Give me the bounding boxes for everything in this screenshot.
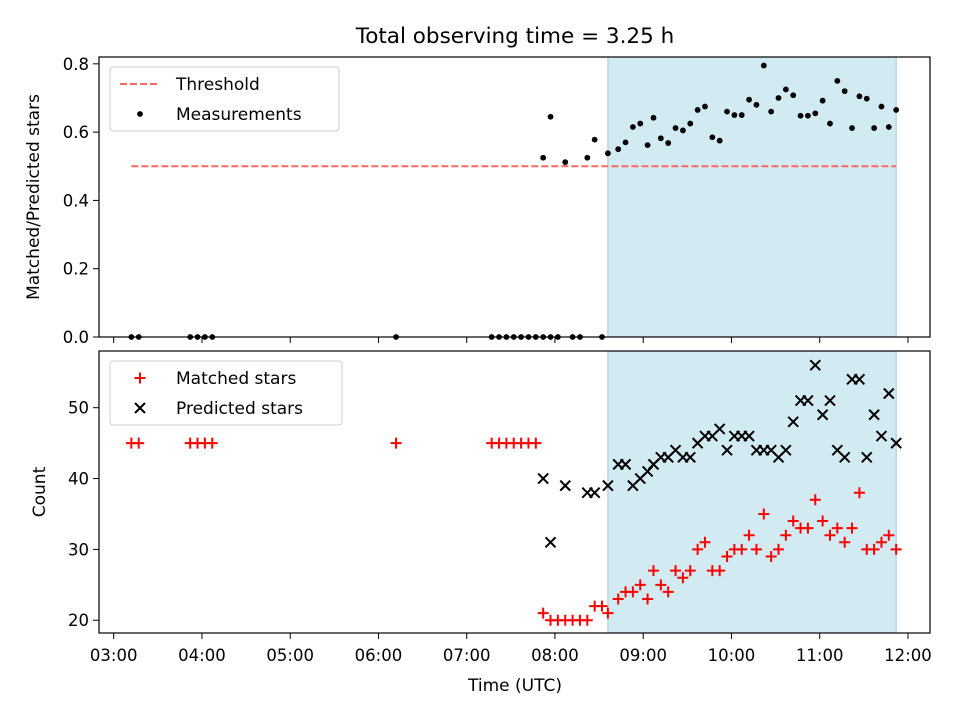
measurement-point <box>812 110 818 116</box>
measurement-point <box>827 121 833 127</box>
y-tick-label: 0.4 <box>63 191 89 210</box>
measurement-point <box>886 124 892 130</box>
measurement-point <box>857 93 863 99</box>
measurement-point <box>687 121 693 127</box>
x-tick-label: 11:00 <box>796 646 844 665</box>
x-tick-label: 08:00 <box>531 646 579 665</box>
legend: Matched stars Predicted stars <box>110 361 342 425</box>
measurement-point <box>724 109 730 115</box>
x-tick-label: 07:00 <box>443 646 491 665</box>
predicted-star-point <box>538 474 548 484</box>
observing-window-band <box>608 351 896 633</box>
predicted-star-point <box>560 481 570 491</box>
measurement-point <box>651 115 657 121</box>
y-axis-label: Matched/Predicted stars <box>24 94 44 300</box>
measurement-point <box>746 97 752 103</box>
measurement-point <box>702 104 708 110</box>
predicted-star-point <box>546 537 556 547</box>
x-tick-label: 03:00 <box>90 646 138 665</box>
measurement-point <box>739 112 745 118</box>
figure: Total observing time = 3.25 h 0.00.20.40… <box>0 0 960 720</box>
x-tick-label: 05:00 <box>266 646 314 665</box>
matched-star-point <box>207 438 218 449</box>
measurement-point <box>615 146 621 152</box>
measurement-point <box>695 107 701 113</box>
x-tick-label: 09:00 <box>619 646 667 665</box>
measurement-point <box>584 155 590 161</box>
x-tick-label: 12:00 <box>884 646 932 665</box>
measurement-point <box>834 78 840 84</box>
measurement-point <box>761 63 767 69</box>
legend-label: Measurements <box>176 105 302 125</box>
legend-measurement-marker <box>137 111 143 117</box>
measurement-point <box>540 155 546 161</box>
measurement-point <box>680 128 686 134</box>
measurement-point <box>709 134 715 140</box>
measurement-point <box>893 107 899 113</box>
bottom-panel: 20 30 40 50 03:00 04:00 05:00 06:00 07:00 08:00 09… <box>30 351 932 665</box>
y-tick-label: 40 <box>68 470 89 489</box>
measurement-point <box>562 159 568 165</box>
measurement-point <box>630 124 636 130</box>
measurement-point <box>805 113 811 119</box>
measurement-point <box>658 135 664 141</box>
observing-window-band <box>608 57 896 337</box>
measurement-point <box>798 113 804 119</box>
y-tick-label: 0.0 <box>63 328 89 347</box>
measurement-point <box>879 104 885 110</box>
chart-title: Total observing time = 3.25 h <box>355 24 675 49</box>
measurement-point <box>592 137 598 143</box>
x-tick-label: 10:00 <box>708 646 756 665</box>
measurement-point <box>776 95 782 101</box>
y-tick-label: 0.6 <box>63 123 89 142</box>
measurement-point <box>871 125 877 131</box>
measurement-point <box>548 114 554 120</box>
y-tick-label: 20 <box>68 611 89 630</box>
y-tick-label: 0.8 <box>63 55 89 74</box>
top-panel: 0.0 0.2 0.4 0.6 0.8 Matched/Predicted stars Th… <box>24 55 930 347</box>
measurement-point <box>665 140 671 146</box>
measurement-point <box>731 112 737 118</box>
matched-star-point <box>133 438 144 449</box>
matched-star-point <box>597 601 608 612</box>
matched-star-point <box>582 615 593 626</box>
measurement-point <box>768 109 774 115</box>
measurement-point <box>820 98 826 104</box>
measurement-point <box>637 121 643 127</box>
measurement-point <box>783 87 789 93</box>
legend: Threshold Measurements <box>110 67 339 131</box>
matched-star-point <box>391 438 402 449</box>
measurement-point <box>605 150 611 156</box>
measurement-point <box>754 102 760 108</box>
measurement-point <box>717 138 723 144</box>
matched-star-point <box>538 608 549 619</box>
measurement-point <box>673 125 679 131</box>
measurement-point <box>849 125 855 131</box>
legend-label: Matched stars <box>176 369 296 389</box>
measurement-point <box>790 92 796 98</box>
x-tick-label: 06:00 <box>355 646 403 665</box>
legend-label: Predicted stars <box>176 399 303 419</box>
legend-label: Threshold <box>175 75 260 95</box>
x-tick-label: 04:00 <box>178 646 226 665</box>
measurement-point <box>623 139 629 145</box>
measurement-point <box>864 96 870 102</box>
y-tick-label: 0.2 <box>63 260 89 279</box>
matched-star-point <box>530 438 541 449</box>
y-tick-label: 50 <box>68 399 89 418</box>
predicted-star-point <box>590 488 600 498</box>
x-axis-label: Time (UTC) <box>467 676 562 696</box>
y-tick-label: 30 <box>68 540 89 559</box>
measurement-point <box>645 142 651 148</box>
y-axis-label: Count <box>30 466 50 517</box>
measurement-point <box>842 88 848 94</box>
